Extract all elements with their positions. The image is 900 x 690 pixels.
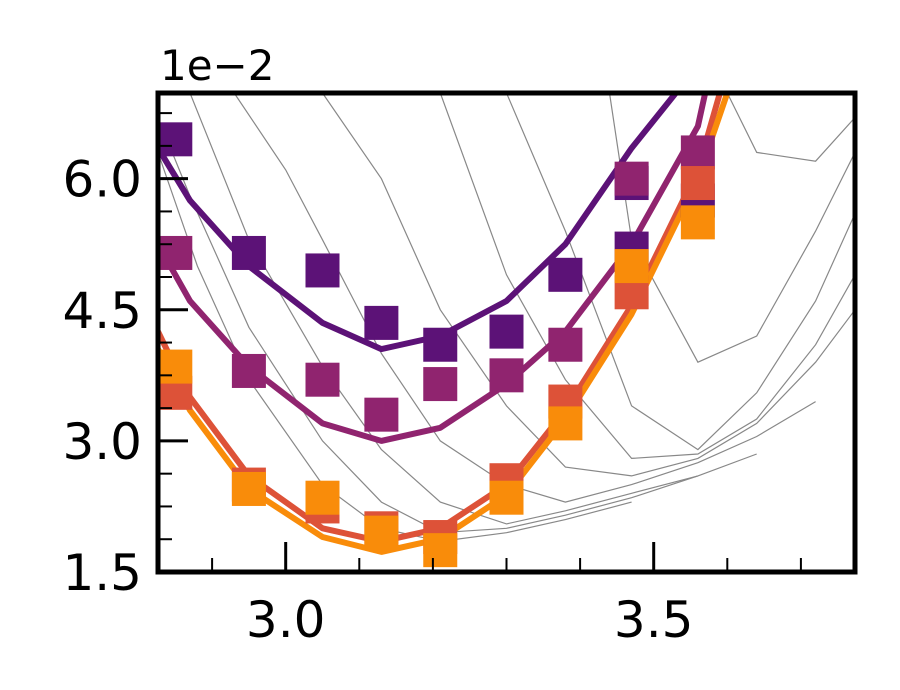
y-tick-label-3: 6.0: [62, 151, 142, 209]
y-tick-label-1: 3.0: [62, 413, 142, 471]
fit-line-0: [158, 93, 679, 353]
background-curve-4: [322, 93, 855, 477]
marker-s3-1: [231, 471, 266, 506]
plot-frame: [155, 90, 858, 575]
background-curve-6: [505, 93, 855, 451]
marker-s0-5: [489, 314, 524, 349]
marker-s3-6: [548, 406, 583, 441]
data-markers: [158, 122, 715, 568]
marker-s3-0: [158, 349, 193, 384]
marker-s0-4: [423, 327, 458, 362]
y-offset-label: 1e−2: [160, 41, 274, 90]
background-curve-1: [158, 117, 699, 534]
background-curve-7: [608, 93, 855, 363]
marker-s3-3: [364, 515, 399, 550]
marker-s2-8: [680, 166, 715, 201]
tick-labels: 3.0 3.5 1.5 3.0 4.5 6.0: [62, 151, 693, 649]
marker-s1-2: [305, 362, 340, 397]
marker-s3-8: [680, 205, 715, 240]
y-tick-label-0: 1.5: [62, 544, 142, 602]
marker-s0-3: [364, 305, 399, 340]
x-tick-label-1: 3.5: [614, 591, 694, 649]
y-tick-label-2: 4.5: [62, 282, 142, 340]
x-tick-label-0: 3.0: [246, 591, 326, 649]
marker-s1-6: [548, 327, 583, 362]
marker-s3-7: [614, 249, 649, 284]
marker-s0-6: [548, 257, 583, 292]
marker-s0-2: [305, 253, 340, 288]
fit-line-1: [158, 93, 709, 444]
background-curve-2: [189, 93, 757, 525]
marker-s0-0: [158, 122, 193, 157]
marker-s1-0: [158, 235, 193, 270]
marker-s1-7: [614, 161, 649, 196]
marker-s3-2: [305, 480, 340, 515]
marker-s0-1: [231, 235, 266, 270]
marker-s1-1: [231, 353, 266, 388]
marker-s1-3: [364, 397, 399, 432]
marker-s3-5: [489, 480, 524, 515]
marker-s1-8: [680, 135, 715, 170]
marker-s1-5: [489, 358, 524, 393]
background-curve-8: [726, 93, 855, 162]
marker-s1-4: [423, 367, 458, 402]
marker-s3-4: [423, 533, 458, 568]
